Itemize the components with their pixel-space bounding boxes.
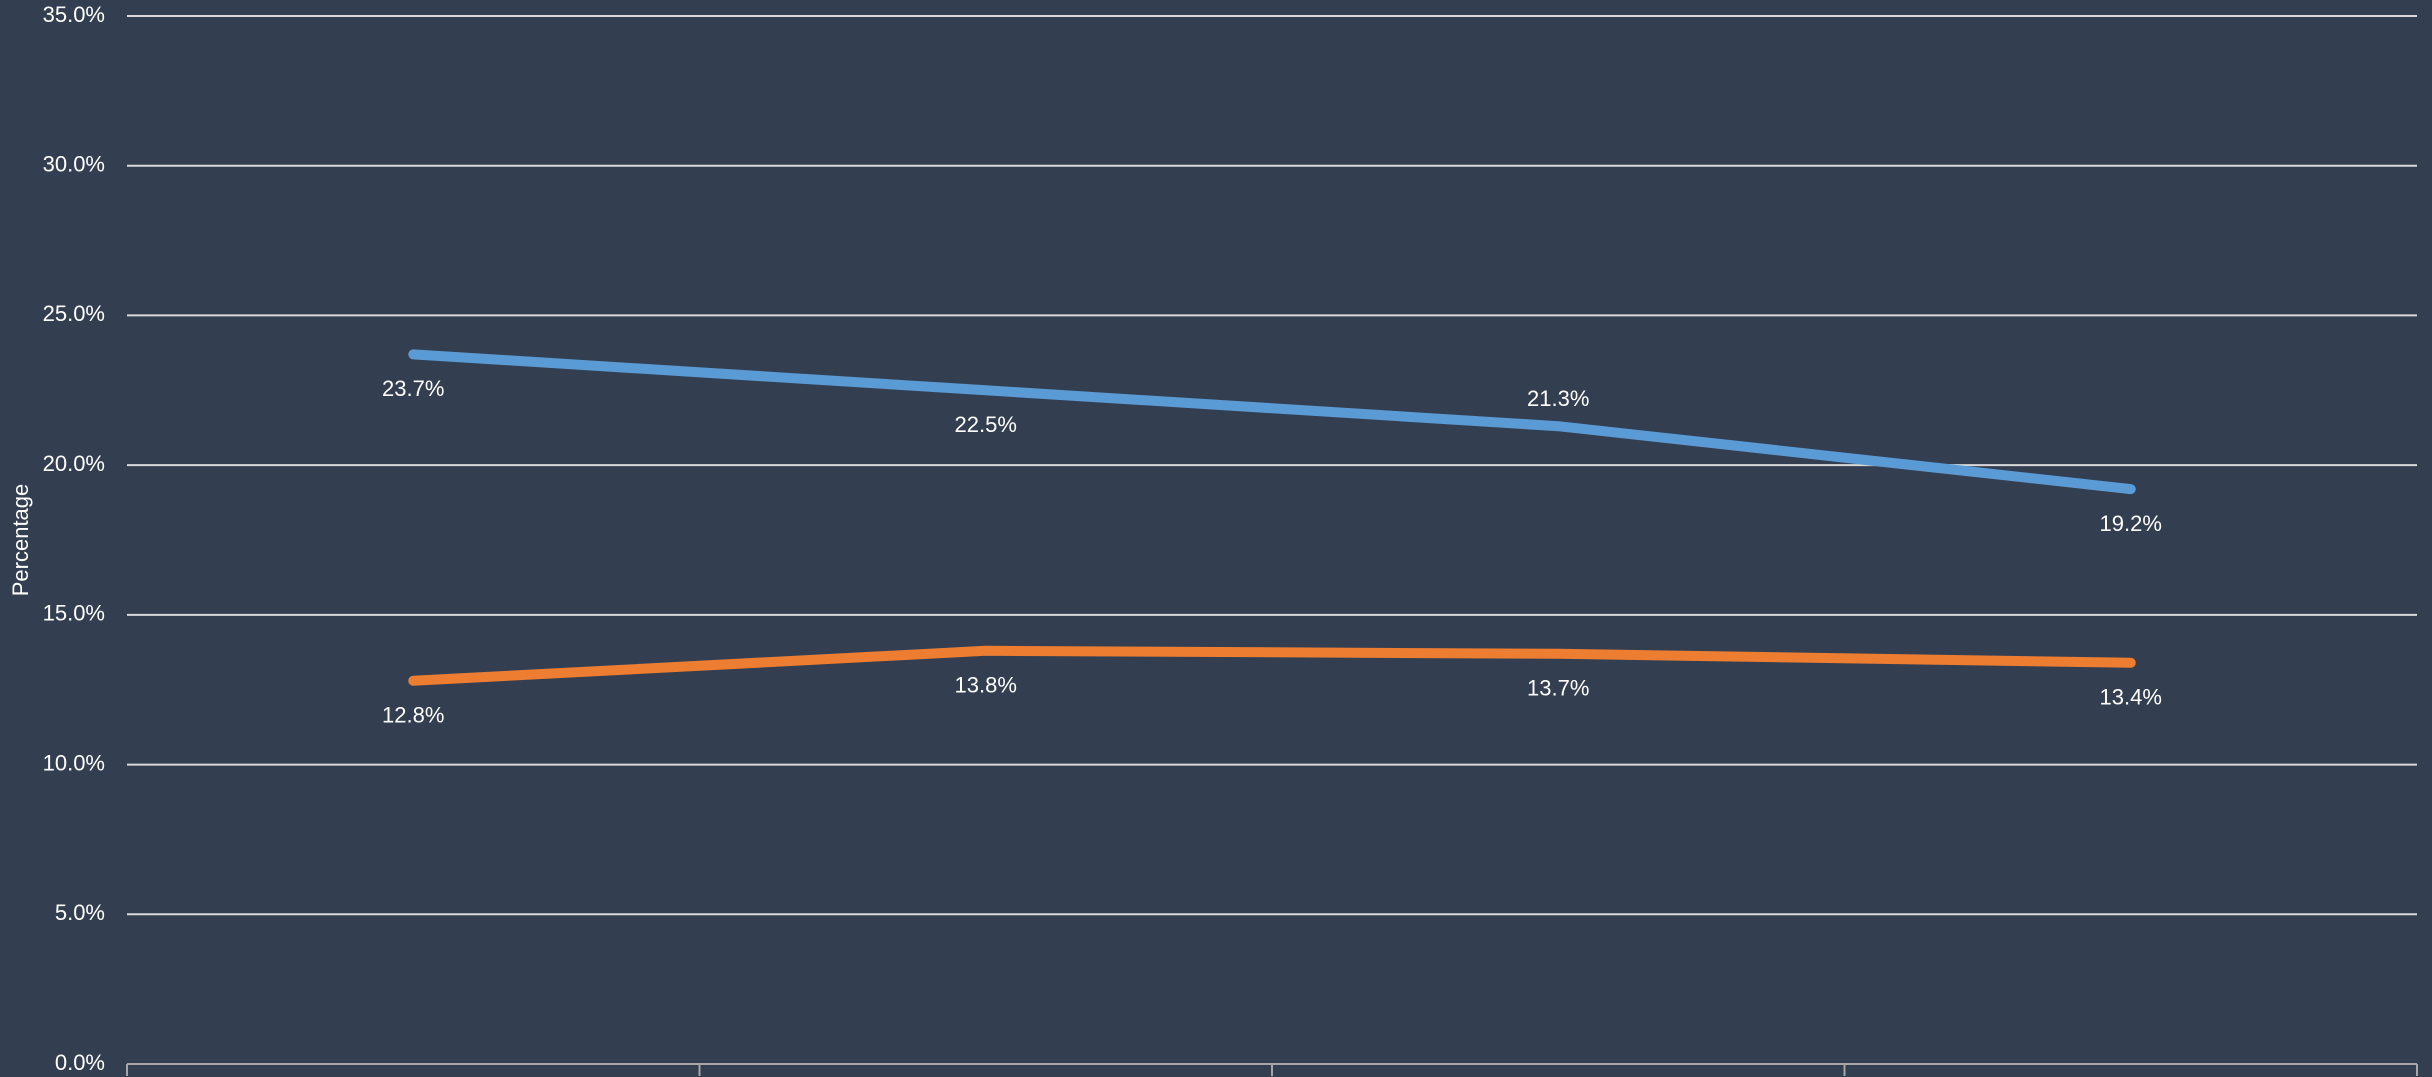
line (408, 349, 2136, 495)
y-axis-label: Percentage (8, 484, 33, 597)
y-tick-label: 35.0% (43, 2, 105, 27)
y-tick-label: 30.0% (43, 152, 105, 177)
data-label: 22.5% (955, 412, 1017, 437)
y-tick-label: 25.0% (43, 301, 105, 326)
y-tick-label: 5.0% (55, 900, 105, 925)
y-tick-label: 10.0% (43, 750, 105, 775)
y-tick-label: 0.0% (55, 1050, 105, 1075)
data-label: 23.7% (382, 376, 444, 401)
line (408, 645, 2136, 686)
data-label: 13.8% (955, 673, 1017, 698)
data-label: 21.3% (1527, 386, 1589, 411)
data-label: 12.8% (382, 703, 444, 728)
data-label: 19.2% (2100, 511, 2162, 536)
data-label: 13.4% (2100, 685, 2162, 710)
data-label: 13.7% (1527, 676, 1589, 701)
y-tick-label: 20.0% (43, 451, 105, 476)
y-tick-label: 15.0% (43, 601, 105, 626)
